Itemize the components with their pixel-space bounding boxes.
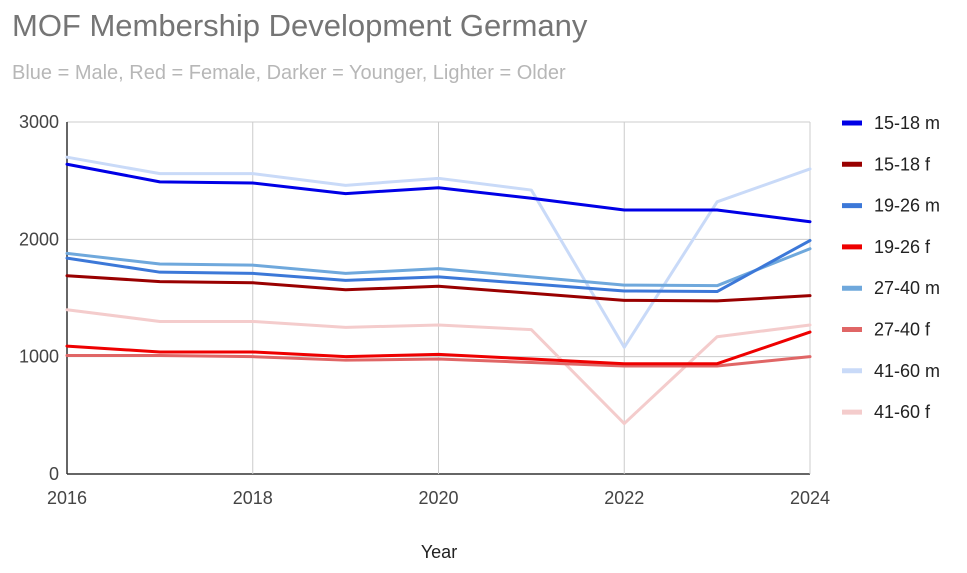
chart-subtitle: Blue = Male, Red = Female, Darker = Youn…	[12, 62, 566, 84]
x-tick-label: 2022	[604, 488, 644, 508]
y-tick-label: 3000	[19, 112, 59, 132]
legend-label: 27-40 m	[874, 278, 940, 298]
legend-label: 19-26 f	[874, 237, 931, 257]
x-tick-label: 2016	[47, 488, 87, 508]
legend: 15-18 m 15-18 f 19-26 m 19-26 f 27-40 m 27-40…	[842, 113, 940, 422]
chart-title: MOF Membership Development Germany	[12, 8, 588, 43]
x-tick-label: 2024	[790, 488, 830, 508]
x-axis-label: Year	[421, 542, 457, 562]
y-tick-label: 0	[49, 464, 59, 484]
y-tick-label: 1000	[19, 347, 59, 367]
legend-label: 19-26 m	[874, 196, 940, 216]
y-tick-label: 2000	[19, 229, 59, 249]
x-tick-label: 2020	[418, 488, 458, 508]
x-tick-label: 2018	[233, 488, 273, 508]
series-line-19-26-m	[65, 239, 812, 294]
legend-label: 41-60 f	[874, 402, 931, 422]
series-line-41-60-m	[65, 155, 812, 349]
series-line-19-26-f	[65, 330, 812, 366]
legend-label: 15-18 f	[874, 154, 931, 174]
series-line-27-40-m	[65, 247, 812, 288]
series-line-15-18-m	[65, 162, 812, 224]
legend-label: 15-18 m	[874, 113, 940, 133]
series-line-27-40-f	[65, 353, 812, 368]
y-axis-ticks: 0 1000 2000 3000	[19, 112, 59, 484]
legend-label: 27-40 f	[874, 320, 931, 340]
series-line-15-18-f	[65, 274, 812, 303]
legend-label: 41-60 m	[874, 361, 940, 381]
grid	[66, 121, 811, 475]
series-lines	[65, 155, 812, 426]
x-axis-ticks: 2016 2018 2020 2022 2024	[47, 488, 830, 508]
